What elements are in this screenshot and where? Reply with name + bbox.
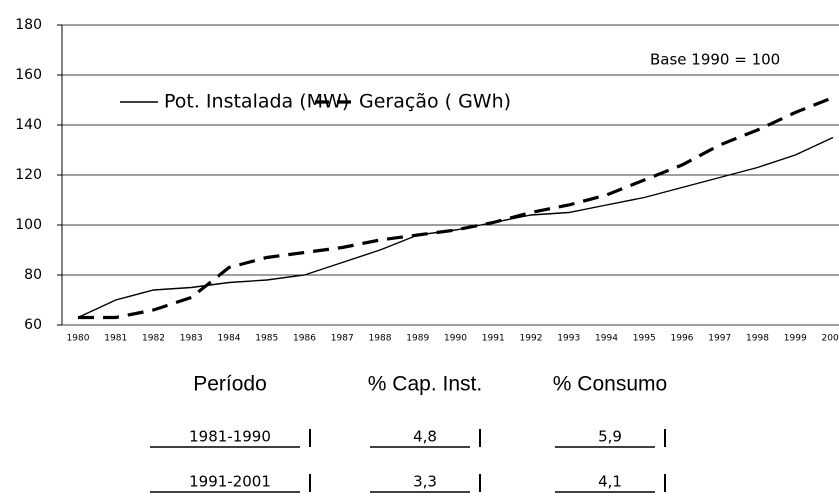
x-tick-label: 1981 — [104, 334, 127, 344]
x-tick-label: 1983 — [180, 334, 203, 344]
y-tick-label: 80 — [24, 267, 42, 283]
x-tick-label: 1987 — [331, 334, 354, 344]
table-cell: 1981-1990 — [189, 428, 271, 446]
legend-label: Geração ( GWh) — [359, 91, 511, 113]
x-tick-label: 1980 — [67, 334, 90, 344]
series-line — [77, 136, 834, 319]
x-tick-label: 1986 — [293, 334, 316, 344]
x-tick-label: 1996 — [671, 334, 694, 344]
x-tick-label: 1999 — [784, 334, 807, 344]
y-tick-label: 60 — [24, 317, 42, 333]
x-tick-label: 1985 — [255, 334, 278, 344]
x-tick-label: 1989 — [406, 334, 429, 344]
table-cell: 3,3 — [413, 473, 437, 491]
y-tick-label: 100 — [15, 217, 42, 233]
series-line — [78, 96, 834, 320]
x-tick-label: 2000 — [822, 334, 839, 344]
table-header: Período — [193, 373, 267, 396]
x-tick-label: 1982 — [142, 334, 165, 344]
y-tick-label: 140 — [15, 117, 42, 133]
x-tick-label: 1994 — [595, 334, 618, 344]
x-tick-label: 1997 — [708, 334, 731, 344]
y-tick-label: 180 — [15, 17, 42, 33]
table-header: % Consumo — [553, 373, 667, 396]
x-tick-label: 1990 — [444, 334, 467, 344]
table-cell: 4,8 — [413, 428, 437, 446]
x-tick-label: 1993 — [557, 334, 580, 344]
table-cell: 4,1 — [598, 473, 622, 491]
table-header: % Cap. Inst. — [368, 373, 482, 396]
x-tick-label: 1992 — [520, 334, 543, 344]
table-cell: 1991-2001 — [189, 473, 271, 491]
y-tick-label: 160 — [15, 67, 42, 83]
x-tick-label: 1991 — [482, 334, 505, 344]
x-tick-label: 1988 — [369, 334, 392, 344]
x-tick-label: 1995 — [633, 334, 656, 344]
legend-label: Pot. Instalada (MW) — [164, 91, 349, 113]
table-cell: 5,9 — [598, 428, 622, 446]
x-tick-label: 1998 — [746, 334, 769, 344]
x-tick-label: 1984 — [218, 334, 241, 344]
annotation: Base 1990 = 100 — [650, 51, 780, 69]
y-tick-label: 120 — [15, 167, 42, 183]
